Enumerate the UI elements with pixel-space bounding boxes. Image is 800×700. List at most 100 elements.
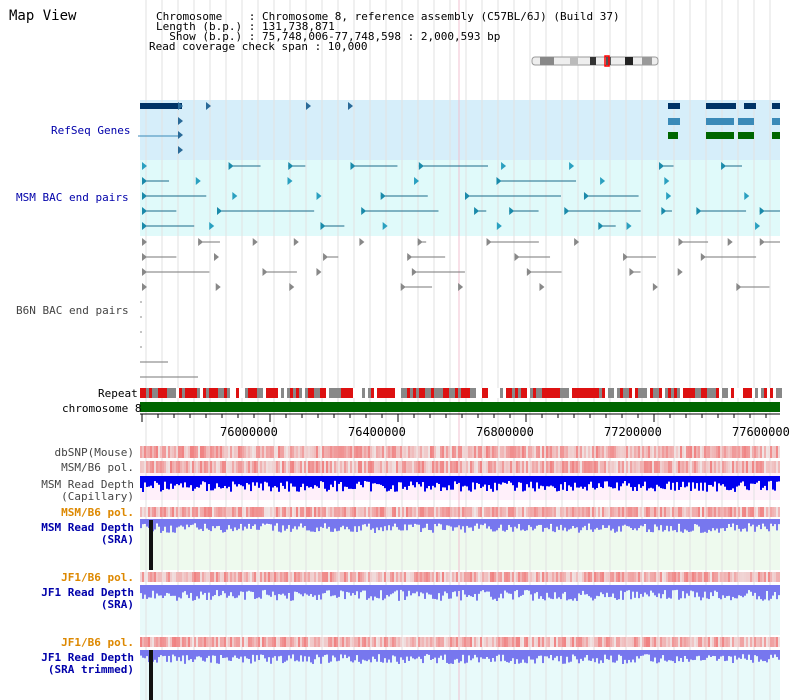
jf1-b6-pol-strip: [284, 572, 286, 582]
dbsnp-strip: [366, 446, 368, 458]
msm-b6-pol-strip-2: [178, 507, 180, 517]
repeat-segment: [191, 388, 194, 398]
dbsnp-strip: [148, 446, 150, 458]
msm-b6-pol-strip-2: [648, 507, 650, 517]
jf1-b6-pol-strip-2: [550, 637, 552, 647]
jf1-trim-depth-bar: [508, 650, 510, 663]
jf1-b6-pol-strip-2: [140, 637, 142, 647]
msm-b6-pol-strip: [244, 461, 246, 473]
capillary-depth-bar: [314, 476, 316, 486]
msm-sra-depth-bar: [648, 519, 650, 530]
jf1-b6-pol-strip: [176, 572, 178, 582]
jf1-b6-pol-strip: [378, 572, 380, 582]
track-label-capillary-sub: (Capillary): [61, 490, 134, 503]
msm-b6-pol-strip-2: [650, 507, 652, 517]
jf1-trim-depth-bar: [432, 650, 434, 659]
jf1-sra-depth-bar: [666, 585, 668, 599]
jf1-trim-depth-bar: [602, 650, 604, 663]
dbsnp-strip: [282, 446, 284, 458]
capillary-depth-bar: [524, 476, 526, 491]
jf1-sra-depth-bar: [452, 585, 454, 593]
jf1-sra-depth-bar: [416, 585, 418, 592]
track-label-msm-bac[interactable]: MSM BAC end pairs: [16, 191, 129, 204]
capillary-depth-bar: [776, 476, 778, 482]
jf1-b6-pol-strip: [546, 572, 548, 582]
capillary-depth-bar: [312, 476, 314, 489]
jf1-sra-depth-bar: [680, 585, 682, 599]
msm-b6-pol-strip-2: [224, 507, 226, 517]
capillary-depth-bar: [148, 476, 150, 487]
dbsnp-strip: [520, 446, 522, 458]
msm-b6-pol-strip-2: [442, 507, 444, 517]
jf1-b6-pol-strip: [204, 572, 206, 582]
jf1-b6-pol-strip: [218, 572, 220, 582]
dbsnp-strip: [302, 446, 304, 458]
jf1-trim-depth-bar: [240, 650, 242, 657]
msm-sra-depth-bar: [166, 519, 168, 533]
b6n-end: [574, 238, 580, 246]
track-label-refseq[interactable]: RefSeq Genes: [51, 124, 131, 137]
msm-b6-pol-strip-2: [468, 507, 470, 517]
msm-b6-pol-strip: [176, 461, 178, 473]
msm-b6-pol-strip: [606, 461, 608, 473]
msm-b6-pol-strip-2: [634, 507, 636, 517]
capillary-depth-bar: [462, 476, 464, 487]
jf1-trim-depth-bar: [318, 650, 320, 658]
msm-b6-pol-strip-2: [504, 507, 506, 517]
jf1-b6-pol-strip-2: [410, 637, 412, 647]
capillary-depth-bar: [256, 476, 258, 483]
jf1-b6-pol-strip-2: [692, 637, 694, 647]
jf1-trim-depth-bar: [384, 650, 386, 659]
msm-b6-pol-strip-2: [308, 507, 310, 517]
b6n-end: [417, 238, 423, 246]
msm-sra-depth-bar: [768, 519, 770, 532]
msm-sra-depth-bar: [448, 519, 450, 526]
jf1-sra-depth-bar: [158, 585, 160, 596]
jf1-sra-depth-bar: [432, 585, 434, 599]
jf1-trim-depth-bar: [590, 650, 592, 661]
msm-sra-depth-bar: [496, 519, 498, 531]
msm-b6-pol-strip: [728, 461, 730, 473]
msm-b6-pol-strip: [296, 461, 298, 473]
msm-b6-pol-strip: [344, 461, 346, 473]
jf1-b6-pol-strip: [582, 572, 584, 582]
repeat-segment: [665, 388, 668, 398]
chromosome-ideogram[interactable]: [530, 52, 660, 67]
msm-sra-depth-bar: [652, 519, 654, 533]
jf1-sra-depth-bar: [302, 585, 304, 597]
jf1-b6-pol-strip-2: [232, 637, 234, 647]
capillary-depth-bar: [654, 476, 656, 492]
b6n-end: [514, 253, 520, 261]
b6n-end: [289, 283, 295, 291]
jf1-sra-depth-bar: [554, 585, 556, 593]
jf1-b6-pol-strip-2: [716, 637, 718, 647]
jf1-sra-depth-bar: [770, 585, 772, 599]
jf1-sra-depth-bar: [310, 585, 312, 595]
repeat-segment: [248, 388, 251, 398]
capillary-depth-bar: [382, 476, 384, 487]
jf1-b6-pol-strip: [698, 572, 700, 582]
jf1-sra-depth-bar: [468, 585, 470, 596]
jf1-b6-pol-strip: [490, 572, 492, 582]
repeat-segment: [377, 388, 380, 398]
jf1-sra-depth-bar: [568, 585, 570, 600]
jf1-sra-depth-bar: [412, 585, 414, 594]
msm-b6-pol-strip-2: [702, 507, 704, 517]
capillary-depth-bar: [494, 476, 496, 483]
msm-b6-pol-strip: [732, 461, 734, 473]
jf1-b6-pol-strip: [210, 572, 212, 582]
jf1-b6-pol-strip: [178, 572, 180, 582]
msm-b6-pol-strip-2: [498, 507, 500, 517]
ruler-tick-label: 77600000: [732, 425, 790, 439]
msm-b6-pol-strip: [278, 461, 280, 473]
track-label-b6n-bac[interactable]: B6N BAC end pairs: [16, 304, 129, 317]
msm-b6-pol-strip: [336, 461, 338, 473]
repeat-segment: [527, 388, 530, 398]
jf1-trim-depth-bar: [578, 650, 580, 664]
jf1-sra-depth-bar: [344, 585, 346, 600]
repeat-segment: [419, 388, 422, 398]
jf1-b6-pol-strip: [468, 572, 470, 582]
msm-sra-depth-bar: [236, 519, 238, 531]
jf1-b6-pol-strip: [686, 572, 688, 582]
capillary-depth-bar: [422, 476, 424, 483]
